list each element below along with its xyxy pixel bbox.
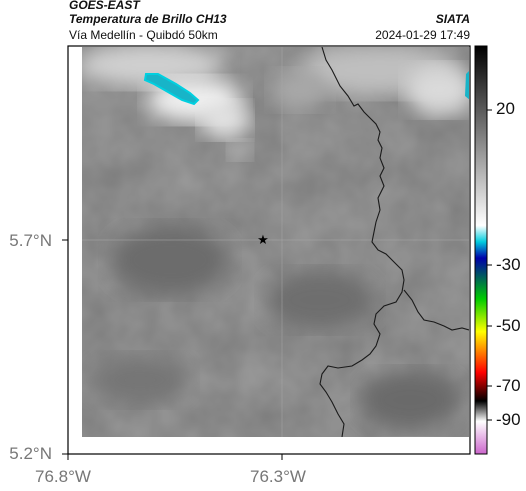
colorbar-label-20: 20 bbox=[496, 99, 515, 118]
datetime-label: 2024-01-29 17:49 bbox=[375, 28, 470, 42]
colorbar-label-minus70: -70 bbox=[496, 376, 521, 395]
lon-label-76-3: 76.3°W bbox=[250, 467, 306, 486]
satellite-title: GOES-EAST bbox=[69, 0, 140, 12]
lon-label-76-8: 76.8°W bbox=[35, 467, 91, 486]
satellite-imagery bbox=[82, 47, 469, 437]
colorbar-label-minus50: -50 bbox=[496, 316, 521, 335]
lat-label-5-2: 5.2°N bbox=[9, 444, 52, 463]
organization-label: SIATA bbox=[435, 12, 470, 26]
star-icon: ★ bbox=[257, 233, 269, 248]
region-subtitle: Vía Medellín - Quibdó 50km bbox=[69, 28, 218, 42]
colorbar-label-minus90: -90 bbox=[496, 410, 521, 429]
colorbar-label-minus30: -30 bbox=[496, 255, 521, 274]
product-title: Temperatura de Brillo CH13 bbox=[69, 12, 227, 26]
colorbar bbox=[474, 45, 492, 455]
lat-label-5-7: 5.7°N bbox=[9, 231, 52, 250]
